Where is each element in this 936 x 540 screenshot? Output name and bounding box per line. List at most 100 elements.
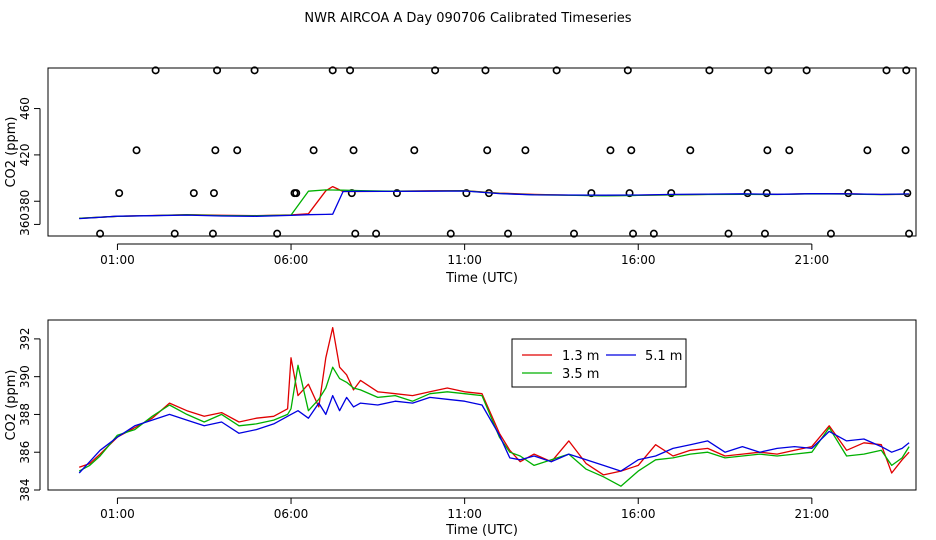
calibration-point (96, 229, 105, 238)
bottom-plot-frame (47, 319, 917, 491)
y-tick-label: 392 (18, 327, 32, 350)
calibration-point (606, 146, 615, 155)
bottom-panel: 384 386 388 390 392 01:00 06:00 11:00 16:00 21:0… (4, 319, 917, 538)
calibration-point (667, 189, 676, 198)
calibration-point (250, 66, 259, 75)
y-tick-label: 390 (18, 365, 32, 388)
calibration-point (115, 189, 124, 198)
calibration-point (309, 146, 318, 155)
calibration-point (724, 229, 733, 238)
calibration-point (625, 189, 634, 198)
calibration-point (882, 66, 891, 75)
calibration-point (760, 229, 769, 238)
calibration-point (902, 66, 911, 75)
top-x-axis-label: Time (UTC) (445, 271, 518, 286)
calibration-point (743, 189, 752, 198)
calibration-point (785, 146, 794, 155)
figure-title: NWR AIRCOA A Day 090706 Calibrated Times… (304, 11, 631, 26)
top-y-axis-label: CO2 (ppm) (4, 116, 19, 187)
x-tick-label: 01:00 (100, 507, 135, 521)
calibration-point (629, 229, 638, 238)
legend-label-3-5m: 3.5 m (562, 367, 599, 382)
calibration-point (211, 146, 220, 155)
x-tick-label: 21:00 (795, 507, 830, 521)
calibration-point (587, 189, 596, 198)
series-line-5-1-m (79, 190, 910, 220)
top-plot-frame (47, 67, 917, 237)
calibration-point (552, 66, 561, 75)
calibration-point (273, 229, 282, 238)
calibration-point (764, 66, 773, 75)
legend-label-5-1m: 5.1 m (645, 349, 682, 364)
calibration-point (905, 229, 914, 238)
calibration-point (570, 229, 579, 238)
calibration-point (686, 146, 695, 155)
x-tick-label: 16:00 (621, 507, 656, 521)
x-tick-label: 21:00 (795, 253, 830, 267)
calibration-point (292, 189, 301, 198)
bottom-x-axis: 01:00 06:00 11:00 16:00 21:00 (100, 497, 830, 521)
x-tick-label: 11:00 (447, 507, 482, 521)
calibration-point (233, 146, 242, 155)
series-line-5-1-m (78, 394, 910, 474)
calibration-point (151, 66, 160, 75)
x-tick-label: 06:00 (274, 507, 309, 521)
calibration-point (431, 66, 440, 75)
calibration-point (763, 146, 772, 155)
calibration-point (826, 229, 835, 238)
calibration-point (213, 66, 222, 75)
series-line-3-5-m (78, 364, 910, 487)
calibration-point (623, 66, 632, 75)
top-series-group (79, 66, 914, 238)
top-x-axis: 01:00 06:00 11:00 16:00 21:00 (100, 243, 830, 267)
calibration-point (349, 146, 358, 155)
calibration-point (170, 229, 179, 238)
calibration-point (351, 229, 360, 238)
x-tick-label: 01:00 (100, 253, 135, 267)
bottom-series-group (78, 326, 910, 487)
calibration-point (189, 189, 198, 198)
calibration-point (132, 146, 141, 155)
series-line-1-3-m (79, 185, 910, 219)
calibration-point (483, 146, 492, 155)
calibration-point (208, 229, 217, 238)
calibration-point (372, 229, 381, 238)
calibration-point (328, 66, 337, 75)
calibration-point (649, 229, 658, 238)
calibration-point (481, 66, 490, 75)
calibration-point (863, 146, 872, 155)
bottom-x-axis-label: Time (UTC) (445, 523, 518, 538)
calibration-point (392, 189, 401, 198)
calibration-point (844, 189, 853, 198)
y-tick-label: 384 (18, 479, 32, 502)
calibration-point (901, 146, 910, 155)
bottom-y-axis-label: CO2 (ppm) (4, 369, 19, 440)
x-tick-label: 06:00 (274, 253, 309, 267)
x-tick-label: 11:00 (447, 253, 482, 267)
calibration-point (410, 146, 419, 155)
y-tick-label: 380 (18, 190, 32, 213)
calibration-point (762, 189, 771, 198)
calibration-point (346, 66, 355, 75)
y-tick-label: 360 (18, 213, 32, 236)
legend: 1.3 m 3.5 m 5.1 m (511, 338, 687, 388)
calibration-point (504, 229, 513, 238)
calibration-point (521, 146, 530, 155)
series-line-1-3-m (78, 326, 910, 476)
y-tick-label: 386 (18, 441, 32, 464)
y-tick-label: 460 (18, 97, 32, 120)
legend-box (511, 338, 687, 388)
calibration-point (446, 229, 455, 238)
calibration-point (462, 189, 471, 198)
x-tick-label: 16:00 (621, 253, 656, 267)
y-tick-label: 388 (18, 403, 32, 426)
y-tick-label: 420 (18, 143, 32, 166)
calibration-point (903, 189, 912, 198)
calibration-point (705, 66, 714, 75)
legend-label-1-3m: 1.3 m (562, 349, 599, 364)
bottom-y-axis: 384 386 388 390 392 (18, 327, 41, 502)
calibration-point (209, 189, 218, 198)
